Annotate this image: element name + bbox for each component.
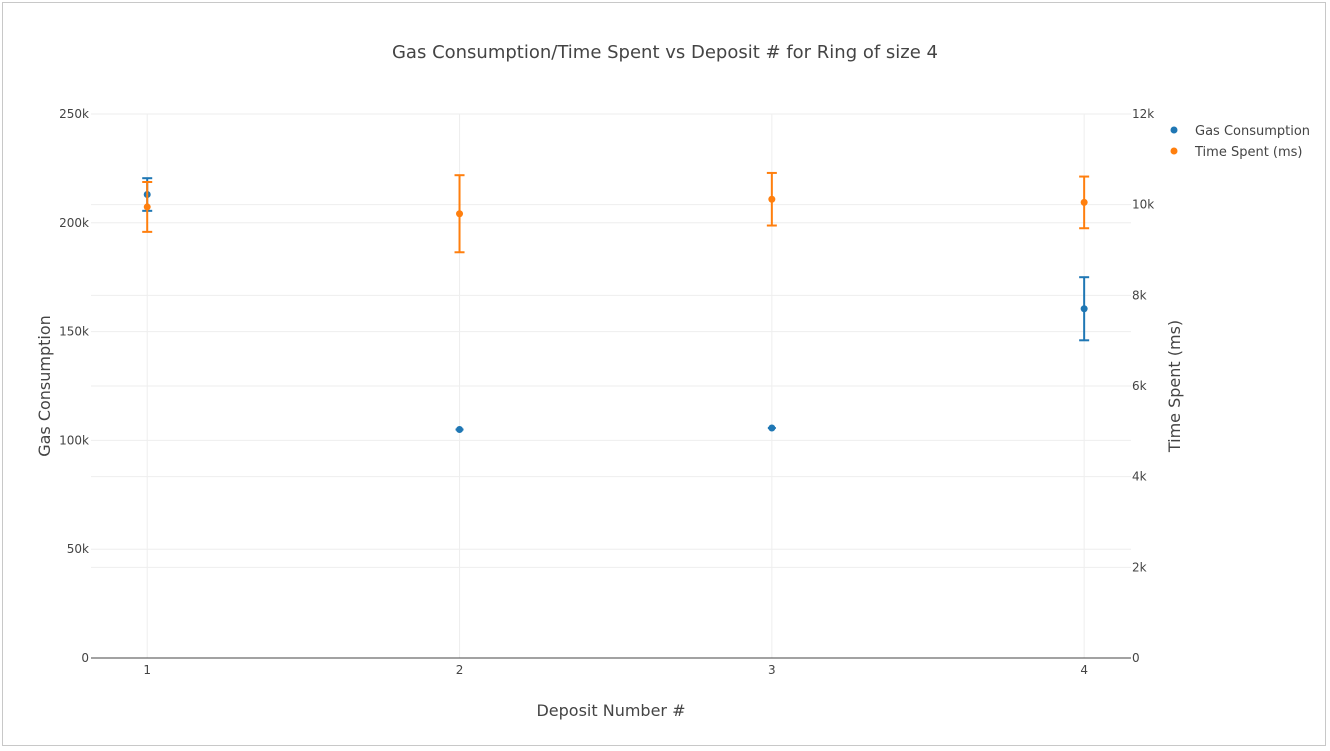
time-spent-point[interactable] — [768, 195, 776, 203]
y-axis-title: Gas Consumption — [35, 315, 54, 457]
legend-marker-gas — [1170, 126, 1178, 134]
time-spent-point[interactable] — [143, 203, 151, 211]
legend-label-gas: Gas Consumption — [1195, 124, 1310, 139]
y-tick-label: 150k — [59, 325, 89, 339]
y-tick-label: 250k — [59, 107, 89, 121]
legend-item-gas-consumption[interactable]: Gas Consumption — [1170, 124, 1311, 139]
time-spent-point[interactable] — [1080, 198, 1088, 206]
legend-label-time: Time Spent (ms) — [1194, 145, 1303, 160]
y2-tick-label: 0 — [1132, 651, 1140, 665]
marks-layer — [142, 171, 1090, 434]
gas-consumption-point[interactable] — [768, 424, 776, 432]
gas-consumption-point[interactable] — [1080, 305, 1088, 313]
y2-tick-label: 8k — [1132, 288, 1147, 302]
legend[interactable]: Gas Consumption Time Spent (ms) — [1170, 124, 1311, 160]
legend-marker-time — [1170, 147, 1178, 155]
y2-tick-label: 6k — [1132, 379, 1147, 393]
x-tick-label: 4 — [1080, 663, 1088, 677]
y2-tick-label: 2k — [1132, 560, 1147, 574]
y-tick-label: 100k — [59, 433, 89, 447]
axes-layer: 0 50k 100k 150k 200k 250k 0 2k 4k 6k 8k 10k 12k 1 2 3 4 — [59, 107, 1154, 677]
gas-consumption-point[interactable] — [456, 426, 464, 434]
y2-tick-label: 10k — [1132, 198, 1154, 212]
y2-tick-label: 12k — [1132, 107, 1154, 121]
x-axis-title: Deposit Number # — [536, 701, 685, 720]
time-spent-point[interactable] — [456, 210, 464, 218]
chart-title: Gas Consumption/Time Spent vs Deposit # … — [392, 42, 938, 63]
y-tick-label: 200k — [59, 216, 89, 230]
y-tick-label: 50k — [67, 542, 89, 556]
x-tick-label: 1 — [143, 663, 151, 677]
x-tick-label: 2 — [456, 663, 464, 677]
y-tick-label: 0 — [81, 651, 89, 665]
grid-layer — [91, 113, 1131, 658]
legend-item-time-spent[interactable]: Time Spent (ms) — [1170, 145, 1303, 160]
y2-axis-title: Time Spent (ms) — [1165, 320, 1184, 453]
x-tick-label: 3 — [768, 663, 776, 677]
y2-tick-label: 4k — [1132, 470, 1147, 484]
